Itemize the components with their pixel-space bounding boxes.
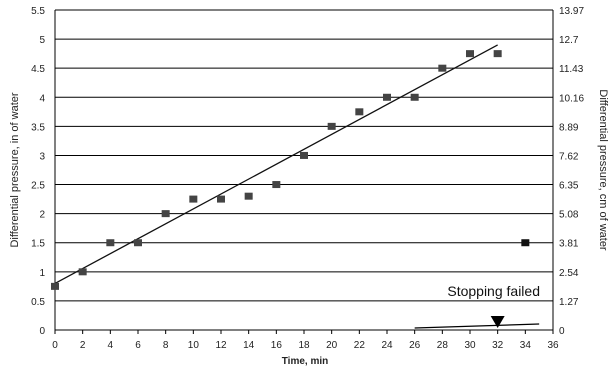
data-point	[244, 192, 253, 200]
data-point	[51, 282, 59, 290]
tick-labels: 0 00.5 1.271 2.541.5 3.812 5.082.5 6.353 7.623.…	[31, 6, 584, 351]
data-point	[106, 239, 115, 247]
y-tick-label: 3	[39, 151, 45, 162]
data-point	[217, 195, 225, 203]
y-axis-title: Differential pressure, in of water	[9, 92, 21, 247]
data-point	[78, 268, 87, 276]
x-tick-label: 18	[298, 340, 310, 351]
y-tick-label: 3.5	[31, 122, 45, 133]
y2-tick-label: 11.43	[559, 64, 584, 75]
y-tick-label: 4.5	[31, 64, 45, 75]
trend-line	[54, 44, 498, 285]
y-tick-label: 0	[39, 326, 45, 337]
data-point	[521, 239, 530, 247]
y2-tick-label: 3.81	[559, 239, 579, 250]
y2-axis-title: Differential pressure, cm of water	[597, 89, 609, 251]
x-tick-label: 0	[52, 340, 58, 351]
data-point	[355, 108, 364, 116]
y-tick-label: 2	[39, 210, 45, 221]
annotation-label: Stopping failed	[447, 283, 540, 299]
x-tick-label: 36	[547, 340, 559, 351]
x-tick-label: 28	[437, 340, 449, 351]
data-point	[272, 181, 281, 189]
x-tick-label: 30	[464, 340, 476, 351]
data-marks	[51, 44, 540, 329]
y2-tick-label: 8.89	[559, 122, 579, 133]
y-tick-label: 2.5	[31, 181, 45, 192]
y2-tick-label: 10.16	[559, 93, 584, 104]
x-tick-label: 2	[80, 340, 86, 351]
y2-tick-label: 13.97	[559, 6, 584, 17]
data-point	[134, 239, 142, 247]
data-point	[466, 50, 474, 58]
x-tick-label: 24	[381, 340, 393, 351]
data-point	[410, 93, 419, 101]
data-point	[327, 122, 336, 130]
x-tick-label: 20	[326, 340, 338, 351]
data-point	[438, 64, 447, 72]
data-point	[161, 210, 170, 218]
y-tick-label: 5	[39, 35, 45, 46]
y-tick-label: 0.5	[31, 297, 45, 308]
y2-tick-label: 12.7	[559, 35, 579, 46]
y2-tick-label: 2.54	[559, 268, 579, 279]
y2-tick-label: 0	[559, 326, 565, 337]
x-tick-label: 14	[243, 340, 255, 351]
x-tick-label: 12	[215, 340, 227, 351]
x-tick-label: 32	[492, 340, 504, 351]
x-tick-label: 22	[354, 340, 366, 351]
x-tick-label: 10	[188, 340, 200, 351]
x-tick-label: 34	[520, 340, 532, 351]
x-axis-title: Time, min	[282, 356, 329, 367]
data-point	[300, 151, 308, 159]
y-tick-label: 1	[39, 268, 45, 279]
x-tick-label: 16	[271, 340, 283, 351]
x-tick-label: 26	[409, 340, 421, 351]
y2-tick-label: 5.08	[559, 210, 579, 221]
data-point	[493, 50, 502, 58]
stopping-baseline	[414, 323, 540, 329]
y-tick-label: 4	[39, 93, 45, 104]
y2-tick-label: 1.27	[559, 297, 579, 308]
y2-tick-label: 7.62	[559, 151, 579, 162]
y2-tick-label: 6.35	[559, 181, 579, 192]
stopping-marker-icon	[490, 316, 505, 328]
y-tick-label: 1.5	[31, 239, 45, 250]
data-point	[189, 195, 198, 203]
data-point	[383, 93, 391, 101]
x-tick-label: 6	[135, 340, 141, 351]
y-tick-label: 5.5	[31, 6, 45, 17]
axes	[54, 10, 554, 334]
x-tick-label: 4	[108, 340, 114, 351]
x-tick-label: 8	[163, 340, 169, 351]
